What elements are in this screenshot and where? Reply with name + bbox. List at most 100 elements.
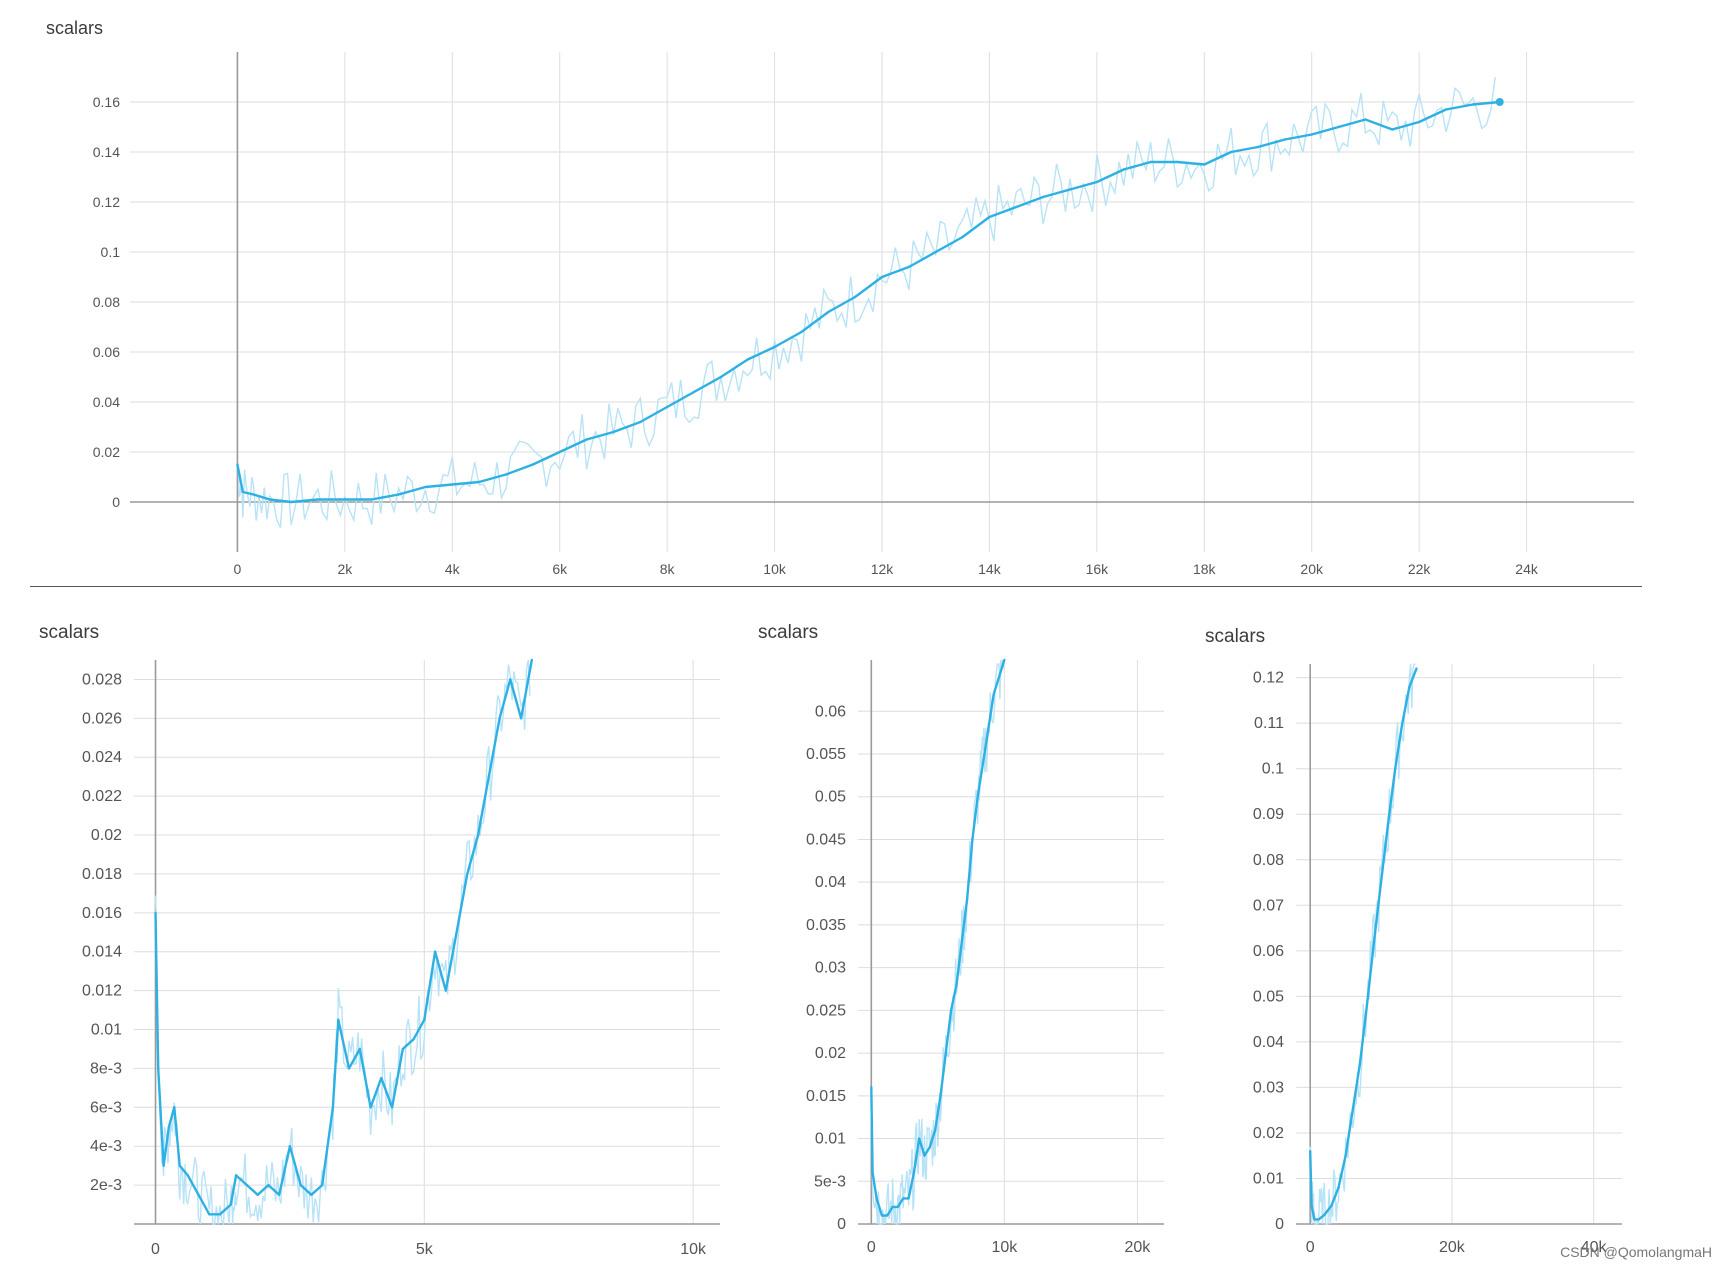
data-point (907, 1197, 910, 1200)
data-point (288, 1145, 292, 1148)
x-tick-label: 14k (978, 561, 1002, 577)
y-tick-label: 0.03 (1253, 1079, 1284, 1096)
data-point (918, 1137, 921, 1140)
y-tick-label: 6e-3 (90, 1099, 122, 1116)
y-tick-label: 0.08 (93, 294, 120, 310)
data-point (1394, 767, 1397, 770)
y-tick-label: 0.02 (1253, 1125, 1284, 1142)
data-point (347, 1067, 351, 1070)
data-point (1313, 1218, 1316, 1221)
data-point (1068, 188, 1072, 191)
x-tick-label: 2k (337, 561, 353, 577)
data-point (971, 838, 974, 841)
data-point (455, 931, 458, 934)
data-point (1391, 128, 1394, 131)
data-point (746, 358, 749, 361)
data-point (412, 1038, 415, 1041)
data-point (1283, 138, 1287, 141)
data-point (692, 390, 696, 394)
data-point (208, 1213, 211, 1216)
data-point (423, 1018, 426, 1021)
data-point (218, 1213, 222, 1216)
data-point (310, 1193, 313, 1197)
data-point (665, 405, 669, 409)
divider (30, 586, 1642, 587)
y-tick-label: 0.055 (806, 746, 846, 763)
data-point (1330, 1204, 1333, 1207)
y-tick-label: 0.04 (93, 394, 120, 410)
data-point (1229, 150, 1233, 154)
data-point (530, 658, 534, 662)
x-tick-label: 20k (1124, 1239, 1151, 1256)
smoothed-series-line (236, 100, 1500, 504)
x-tick-label: 10k (680, 1241, 707, 1258)
chart-title: scalars (758, 622, 819, 643)
data-point (252, 493, 255, 496)
data-point (369, 1106, 372, 1109)
data-point (476, 833, 480, 837)
data-point (167, 1125, 171, 1128)
chart-svg: 2e-3 4e-3 6e-3 8e-3 0.01 0.012 0.014 0.016 0.018… (82, 658, 720, 1258)
chart-title: scalars (1205, 626, 1266, 647)
x-tick-label: 16k (1086, 561, 1110, 577)
data-point (902, 1197, 905, 1200)
data-point (154, 911, 157, 915)
y-tick-label: 0.028 (82, 671, 122, 688)
y-tick-label: 0 (837, 1216, 846, 1233)
x-tick-label: 0 (1306, 1239, 1315, 1256)
data-point (949, 1009, 953, 1012)
data-point (519, 717, 523, 720)
chart-panel-4: scalars (1190, 586, 1722, 1270)
data-point (933, 1128, 937, 1132)
y-tick-label: 0.015 (806, 1088, 846, 1105)
data-point (912, 1171, 916, 1174)
y-tick-label: 0.16 (93, 94, 120, 110)
data-point (907, 265, 911, 269)
data-point (992, 692, 995, 696)
data-point (965, 898, 969, 901)
data-point (875, 1197, 878, 1200)
data-point (1351, 1108, 1354, 1112)
data-point (337, 1018, 340, 1021)
data-point (1310, 1204, 1313, 1207)
data-point (976, 795, 979, 798)
data-point (498, 717, 501, 720)
x-tick-label: 24k (1515, 561, 1539, 577)
data-point (871, 1171, 874, 1174)
data-point (1308, 1149, 1312, 1153)
x-tick-label: 40k (1581, 1239, 1608, 1256)
chart-title: scalars (46, 18, 104, 38)
y-tick-label: 0.018 (82, 866, 122, 883)
data-point (988, 215, 991, 219)
data-point (1372, 940, 1376, 943)
data-point (236, 463, 239, 466)
data-point (1041, 195, 1045, 199)
data-point (1337, 1186, 1340, 1189)
chart-panel-1: scalars 0 0.02 0.04 0.06 0.08 0.1 0.12 0.14 0.16… (0, 0, 1722, 586)
x-tick-label: 6k (552, 561, 568, 577)
data-point (1471, 103, 1475, 106)
chart-svg: 0 5e-3 0.01 0.015 0.02 0.025 0.03 0.035 0.04 0.04… (806, 658, 1164, 1256)
data-point (1386, 822, 1390, 825)
x-tick-label: 22k (1408, 561, 1432, 577)
data-point (1003, 658, 1006, 662)
data-point (960, 940, 963, 944)
x-tick-label: 5k (416, 1241, 434, 1258)
data-point (1417, 120, 1421, 124)
data-point (1358, 1063, 1361, 1066)
data-point (1203, 163, 1206, 166)
y-tick-label: 0.025 (806, 1002, 846, 1019)
data-point (477, 480, 481, 484)
data-point (997, 675, 1001, 679)
y-tick-label: 0.016 (82, 905, 122, 922)
chart-svg: 0 0.02 0.04 0.06 0.08 0.1 0.12 0.14 0.16 0 2k 4k 6k 8… (93, 52, 1634, 577)
x-tick-label: 8k (660, 561, 676, 577)
y-tick-label: 0.08 (1253, 852, 1284, 869)
y-tick-label: 0.06 (93, 344, 120, 360)
data-point (320, 1183, 324, 1187)
y-tick-label: 8e-3 (90, 1060, 122, 1077)
data-point (316, 498, 320, 501)
chart-panel-2: scalars (0, 586, 740, 1270)
data-point (277, 1193, 281, 1197)
data-point (1401, 721, 1404, 725)
